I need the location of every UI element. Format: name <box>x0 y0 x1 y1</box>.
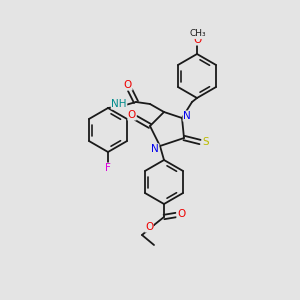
Text: NH: NH <box>111 99 127 109</box>
Text: F: F <box>105 163 111 173</box>
Text: N: N <box>183 111 191 121</box>
Text: N: N <box>151 144 159 154</box>
Text: O: O <box>193 35 201 45</box>
Text: O: O <box>145 222 153 232</box>
Text: CH₃: CH₃ <box>190 29 206 38</box>
Text: O: O <box>128 110 136 120</box>
Text: S: S <box>203 137 209 147</box>
Text: O: O <box>177 209 185 219</box>
Text: O: O <box>124 80 132 90</box>
